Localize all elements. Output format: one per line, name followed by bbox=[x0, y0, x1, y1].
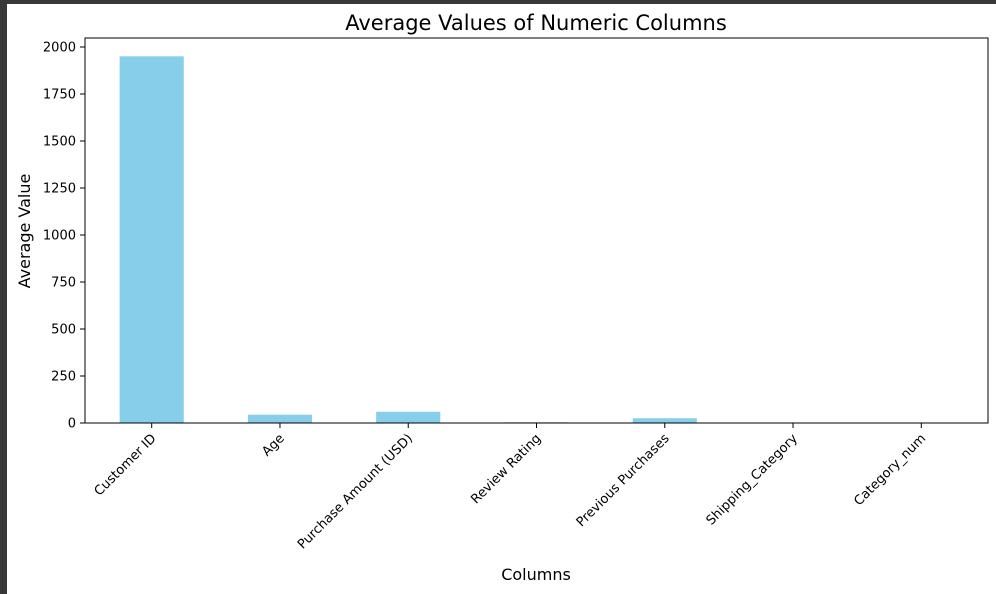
y-tick-label: 500 bbox=[51, 323, 76, 338]
bars bbox=[119, 56, 954, 423]
x-axis-label: Columns bbox=[501, 565, 571, 584]
x-tick-label: Previous Purchases bbox=[574, 431, 673, 530]
y-axis-label: Average Value bbox=[15, 174, 34, 289]
x-tick-label: Category_num bbox=[851, 431, 929, 509]
y-tick-label: 0 bbox=[68, 417, 76, 432]
chart-title: Average Values of Numeric Columns bbox=[345, 11, 727, 35]
bar bbox=[632, 418, 697, 423]
plot-area-frame bbox=[84, 37, 989, 424]
y-tick-label: 1250 bbox=[43, 182, 76, 197]
bar bbox=[119, 56, 184, 423]
x-axis: Customer ID Age Purchase Amount (USD) Revie… bbox=[92, 423, 929, 552]
y-tick-label: 750 bbox=[51, 276, 76, 291]
x-tick-label: Age bbox=[259, 431, 287, 459]
y-tick-label: 2000 bbox=[43, 41, 76, 56]
y-tick-label: 250 bbox=[51, 370, 76, 385]
window-top-border bbox=[0, 0, 996, 4]
x-tick-label: Shipping_Category bbox=[704, 431, 802, 529]
bar bbox=[247, 414, 313, 423]
x-tick-label: Purchase Amount (USD) bbox=[295, 431, 416, 552]
y-tick-label: 1750 bbox=[43, 88, 76, 103]
y-axis: 0 250 500 750 1000 1250 1500 1750 2000 bbox=[43, 41, 85, 432]
y-tick-label: 1500 bbox=[43, 135, 76, 150]
x-tick-label: Customer ID bbox=[92, 431, 160, 499]
x-tick-label: Review Rating bbox=[468, 431, 544, 507]
bar bbox=[376, 411, 441, 423]
y-tick-label: 1000 bbox=[43, 229, 76, 244]
